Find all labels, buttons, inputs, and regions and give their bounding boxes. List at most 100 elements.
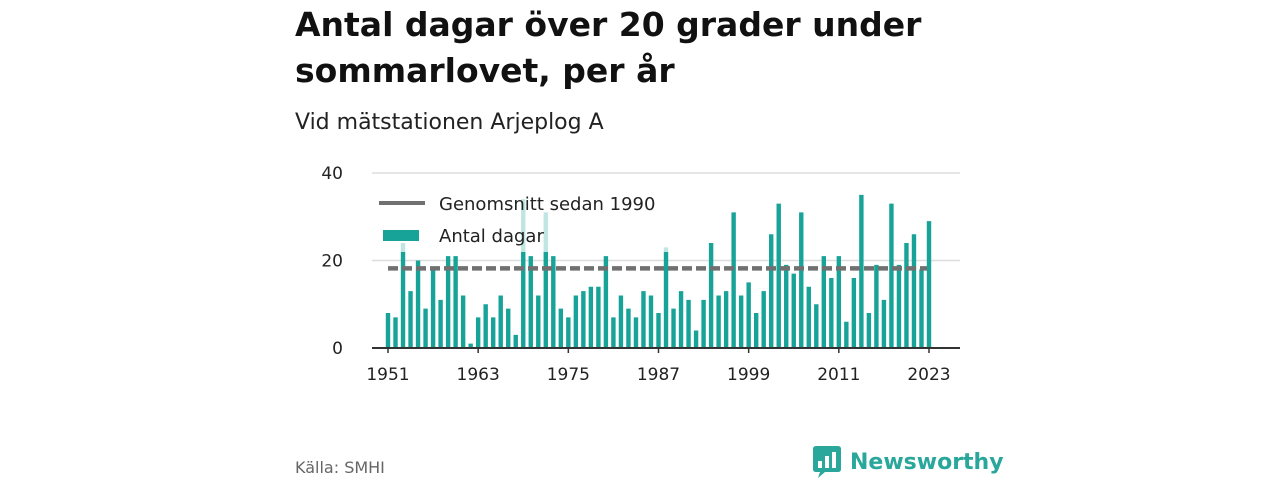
bar (731, 212, 736, 348)
bar (844, 321, 849, 348)
bar (506, 308, 511, 348)
bar (626, 308, 631, 348)
bar (663, 252, 669, 348)
axes: 0 20 40 1951 1963 1975 1987 1999 2011 2023 (321, 164, 960, 385)
legend: Genomsnitt sedan 1990 Antal dagar (379, 194, 655, 247)
bar (460, 295, 466, 348)
x-tick-label: 1987 (637, 365, 680, 385)
bar (814, 304, 819, 348)
bar (566, 317, 571, 348)
bar (851, 278, 857, 348)
bar (408, 291, 413, 348)
bar (445, 256, 451, 348)
bar (453, 256, 458, 348)
bar (618, 295, 624, 348)
bar (400, 252, 406, 348)
bar (911, 234, 917, 348)
y-tick-label: 40 (321, 164, 343, 184)
bar-chart: 0 20 40 1951 1963 1975 1987 1999 2011 2023 Genoms… (321, 164, 960, 385)
bar (821, 256, 827, 348)
bar-faded-part (543, 212, 548, 252)
bar (723, 291, 729, 348)
bar (686, 299, 691, 348)
x-tick-label: 1951 (366, 365, 409, 385)
bar (483, 304, 488, 348)
bar (521, 252, 526, 348)
bar (836, 256, 842, 348)
bar (784, 264, 789, 348)
bar (874, 264, 879, 348)
bar (596, 286, 601, 348)
bar (859, 194, 864, 348)
bar (746, 282, 751, 348)
bar (498, 295, 503, 348)
bar (475, 317, 481, 348)
bar (671, 308, 676, 348)
x-tick-label: 1999 (727, 365, 770, 385)
bar (385, 313, 391, 348)
bar (829, 278, 834, 348)
bar (611, 317, 616, 348)
legend-bars-label: Antal dagar (439, 226, 544, 247)
bar (738, 295, 744, 348)
bar (648, 295, 654, 348)
bar (776, 203, 781, 348)
bar (904, 243, 909, 348)
bar (889, 203, 894, 348)
x-tick-label: 1963 (457, 365, 500, 385)
bar (641, 291, 646, 348)
chart-title: Antal dagar över 20 grader under sommarl… (295, 5, 922, 90)
brand-name: Newsworthy (850, 449, 1004, 475)
bar (769, 234, 774, 348)
bar (423, 308, 428, 348)
bar (896, 264, 902, 348)
bar (708, 243, 714, 348)
y-tick-label: 20 (321, 252, 343, 272)
bar (919, 269, 924, 348)
bar (393, 317, 398, 348)
bar (513, 334, 518, 348)
bar (761, 291, 766, 348)
bar (791, 273, 796, 348)
bar (926, 221, 932, 348)
bar (490, 317, 496, 348)
bar (430, 269, 436, 348)
x-tick-label: 2011 (817, 365, 860, 385)
x-tick-label: 2023 (907, 365, 950, 385)
brand-logo: Newsworthy (813, 446, 1004, 478)
source-note: Källa: SMHI (295, 458, 385, 477)
bar-faded-part (663, 247, 669, 252)
chart-subtitle: Vid mätstationen Arjeplog A (295, 110, 604, 135)
bar (536, 295, 541, 348)
bar (701, 299, 706, 348)
legend-bars-swatch (383, 230, 419, 241)
bar (415, 260, 421, 348)
bar (581, 291, 586, 348)
bar (693, 330, 699, 348)
bar (633, 317, 639, 348)
bar (543, 252, 548, 348)
bar (438, 299, 443, 348)
bar (588, 286, 594, 348)
bar (551, 256, 556, 348)
bar (558, 308, 564, 348)
bar-chart-speech-bubble-icon (813, 446, 841, 478)
bar (468, 343, 473, 348)
bar (573, 295, 579, 348)
bar (806, 286, 811, 348)
bar (753, 313, 759, 348)
bar (656, 313, 661, 348)
bars (385, 194, 932, 348)
bar (678, 291, 684, 348)
x-tick-label: 1975 (547, 365, 590, 385)
bar (716, 295, 721, 348)
bar (881, 299, 887, 348)
bar (866, 313, 872, 348)
legend-average-label: Genomsnitt sedan 1990 (439, 194, 655, 215)
bar (528, 256, 533, 348)
bar (603, 256, 609, 348)
bar-faded-part (400, 243, 406, 252)
bar (799, 212, 804, 348)
bar-faded-part (521, 199, 526, 252)
y-tick-label: 0 (332, 339, 343, 359)
